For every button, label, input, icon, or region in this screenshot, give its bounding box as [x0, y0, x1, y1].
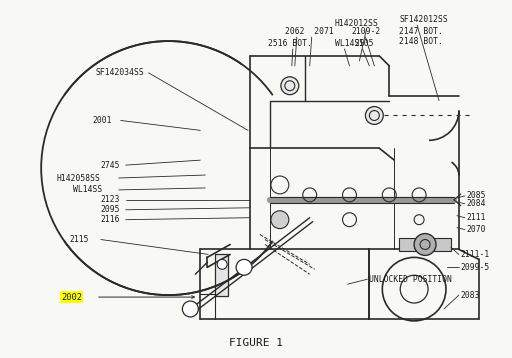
Circle shape: [366, 107, 383, 125]
Text: 2116: 2116: [101, 215, 120, 224]
Text: 2123: 2123: [101, 195, 120, 204]
Text: 2002: 2002: [61, 292, 82, 301]
Text: 2099-5: 2099-5: [461, 263, 490, 272]
Text: 2148 BOT.: 2148 BOT.: [399, 37, 443, 45]
Circle shape: [217, 260, 227, 269]
Text: 2115: 2115: [69, 235, 89, 244]
Circle shape: [182, 301, 198, 317]
Text: 2070: 2070: [467, 225, 486, 234]
Text: 2745: 2745: [101, 161, 120, 170]
Text: FIGURE 1: FIGURE 1: [229, 338, 283, 348]
Text: 2084: 2084: [467, 199, 486, 208]
Text: 2085: 2085: [467, 192, 486, 200]
Bar: [215, 255, 228, 296]
Text: WL14SS: WL14SS: [73, 185, 102, 194]
Text: 2062  2071: 2062 2071: [285, 26, 334, 36]
Circle shape: [236, 260, 252, 275]
Text: 2001: 2001: [93, 116, 113, 125]
Text: 2111: 2111: [467, 213, 486, 222]
Bar: [399, 238, 451, 251]
Text: 2516 BOT.: 2516 BOT.: [268, 39, 312, 48]
Circle shape: [281, 77, 299, 95]
Circle shape: [414, 233, 436, 255]
Text: 2147 BOT.: 2147 BOT.: [399, 26, 443, 36]
Text: UNLOCKED POSITION: UNLOCKED POSITION: [369, 275, 452, 284]
Text: SF142012SS: SF142012SS: [399, 15, 448, 24]
Text: 2083: 2083: [461, 291, 480, 300]
Text: SF142034SS: SF142034SS: [96, 68, 144, 77]
Text: 2111-1: 2111-1: [461, 250, 490, 259]
Text: WL14SS: WL14SS: [334, 39, 364, 48]
Text: 2095: 2095: [101, 205, 120, 214]
Text: H142012SS: H142012SS: [334, 19, 378, 28]
Circle shape: [271, 211, 289, 229]
Text: 2105: 2105: [354, 39, 374, 48]
Text: H142058SS: H142058SS: [56, 174, 100, 183]
Text: 2109-2: 2109-2: [351, 26, 381, 36]
